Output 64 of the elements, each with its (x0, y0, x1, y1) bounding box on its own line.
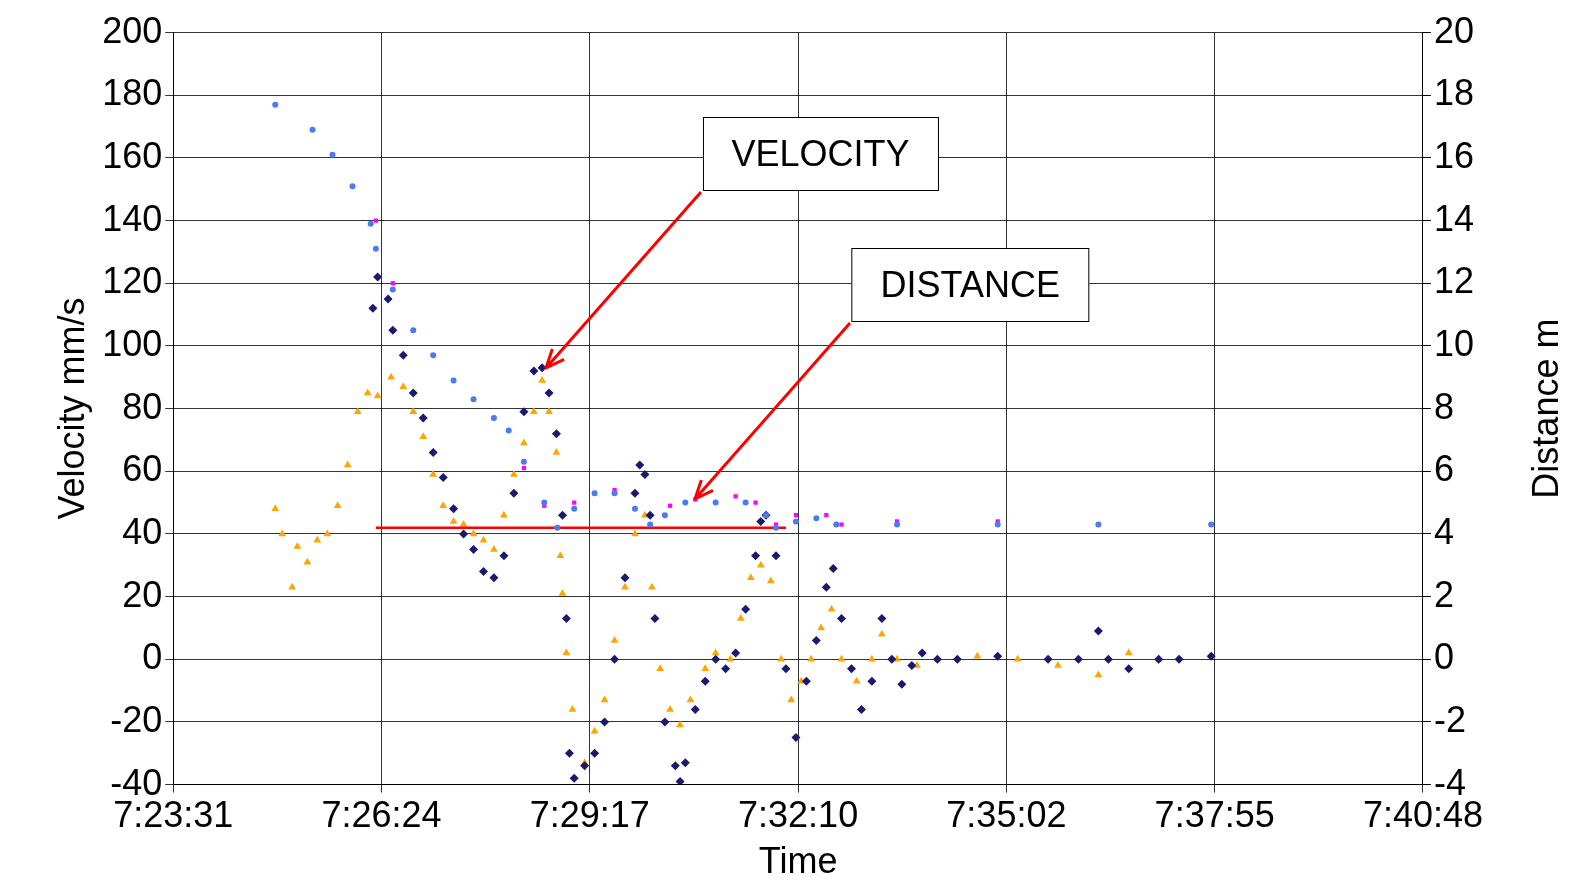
point (742, 499, 749, 506)
y-tick-label: 40 (122, 510, 163, 552)
point (661, 512, 668, 519)
point (349, 183, 356, 190)
point (571, 505, 578, 512)
point (520, 458, 527, 465)
point (682, 499, 689, 506)
point (329, 151, 336, 158)
point (572, 500, 577, 505)
point (753, 500, 758, 505)
point (309, 126, 316, 133)
annotation: VELOCITY (702, 116, 939, 191)
x-tick-label: 7:23:31 (113, 794, 234, 836)
x-tick-label: 7:37:55 (1154, 794, 1275, 836)
point (772, 524, 779, 531)
point (792, 518, 799, 525)
x-tick-label: 7:26:24 (321, 794, 442, 836)
point (373, 218, 379, 223)
y-axis-title: Velocity mm/s (50, 297, 92, 520)
y-tick-label: 200 (102, 9, 163, 51)
point (272, 101, 279, 108)
point (367, 220, 374, 227)
point (389, 286, 396, 293)
y2-tick-label: 6 (1433, 448, 1454, 490)
y2-axis-title: Distance m (1524, 318, 1566, 499)
y-tick-label: 180 (102, 72, 163, 114)
y2-tick-label: 0 (1433, 636, 1454, 678)
y2-tick-label: 4 (1433, 510, 1454, 552)
point (505, 427, 512, 434)
x-tick-label: 7:29:17 (529, 794, 650, 836)
y-tick-label: 80 (122, 385, 163, 427)
y-tick-label: -20 (110, 698, 163, 740)
point (833, 521, 840, 528)
x-tick-label: 7:32:10 (738, 794, 859, 836)
y2-tick-label: 14 (1433, 197, 1474, 239)
point (894, 521, 901, 528)
point (712, 499, 719, 506)
annotation: DISTANCE (851, 248, 1089, 323)
y-tick-label: 140 (102, 197, 163, 239)
point (372, 245, 379, 252)
y-tick-label: 160 (102, 134, 163, 176)
y2-tick-label: -2 (1433, 698, 1466, 740)
y-tick-label: 60 (122, 448, 163, 490)
x-tick-label: 7:35:02 (946, 794, 1067, 836)
y2-tick-label: 8 (1433, 385, 1454, 427)
y-tick-label: 20 (122, 573, 163, 615)
point (994, 521, 1001, 528)
x-axis-title: Time (758, 840, 838, 882)
y-tick-label: 120 (102, 260, 163, 302)
point (430, 352, 437, 359)
point (541, 499, 548, 506)
y2-tick-label: 20 (1433, 9, 1474, 51)
x-tick-label: 7:40:48 (1362, 794, 1484, 836)
point (839, 522, 844, 527)
y2-tick-label: 18 (1433, 72, 1474, 114)
y2-tick-label: 16 (1433, 134, 1474, 176)
y2-tick-label: 10 (1433, 322, 1474, 364)
point (611, 490, 618, 497)
y2-tick-label: 2 (1433, 573, 1454, 615)
y2-tick-label: 12 (1433, 260, 1474, 302)
point (813, 515, 820, 522)
y-tick-label: 100 (102, 322, 163, 364)
y-tick-label: 0 (142, 636, 163, 678)
point (470, 396, 477, 403)
